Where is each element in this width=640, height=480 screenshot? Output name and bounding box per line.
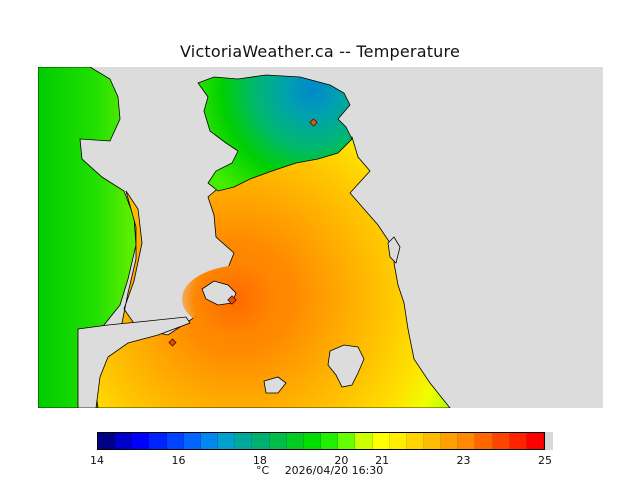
legend-swatch — [98, 433, 116, 449]
legend-swatch — [423, 433, 442, 449]
legend-tick-label: 18 — [252, 454, 267, 467]
legend-swatch — [149, 433, 167, 449]
legend-swatch — [526, 433, 545, 449]
legend-units: °C — [256, 464, 270, 477]
legend-swatch — [303, 433, 322, 449]
legend-footer: °C 2026/04/20 16:30 — [256, 464, 383, 477]
temperature-map — [38, 67, 603, 408]
legend-swatch — [509, 433, 527, 449]
legend-swatch — [132, 433, 150, 449]
legend-swatch — [355, 433, 373, 449]
legend-shadow — [545, 432, 553, 450]
legend-swatch — [441, 433, 459, 449]
legend-swatch — [166, 433, 184, 449]
northern-peninsula — [197, 74, 353, 192]
hot-core — [182, 265, 306, 333]
southern-island-west — [263, 376, 287, 394]
legend-tick-label: 25 — [538, 454, 552, 467]
legend-swatch — [321, 433, 339, 449]
legend-swatch — [286, 433, 304, 449]
legend-swatch — [235, 433, 253, 449]
legend-swatch — [406, 433, 424, 449]
southwest-inlet — [77, 316, 191, 408]
legend-tick-label: 21 — [375, 454, 390, 467]
station-north-marker — [309, 118, 318, 127]
legend-swatch — [269, 433, 287, 449]
legend-swatch — [458, 433, 476, 449]
station-center-marker — [227, 295, 237, 305]
map-title: VictoriaWeather.ca -- Temperature — [180, 42, 460, 61]
legend-swatch — [252, 433, 270, 449]
legend-swatch — [338, 433, 356, 449]
legend-swatch — [115, 433, 133, 449]
legend-tick-label: 14 — [90, 454, 104, 467]
legend-swatch — [475, 433, 493, 449]
legend-timestamp: 2026/04/20 16:30 — [284, 464, 384, 477]
legend-tick-label: 20 — [334, 454, 349, 467]
legend-swatch — [200, 433, 219, 449]
station-west-marker — [168, 338, 177, 347]
legend-tick-label: 16 — [171, 454, 186, 467]
legend-swatch — [218, 433, 236, 449]
eastern-spur — [387, 236, 401, 264]
map-svg — [38, 67, 603, 408]
legend-tick-label: 23 — [456, 454, 471, 467]
legend-swatch — [183, 433, 201, 449]
legend-swatch — [372, 433, 390, 449]
legend-swatch — [389, 433, 407, 449]
southern-island-east — [327, 344, 365, 388]
temperature-legend — [97, 432, 553, 452]
legend-swatch — [492, 433, 510, 449]
legend-colorbar — [97, 432, 545, 450]
